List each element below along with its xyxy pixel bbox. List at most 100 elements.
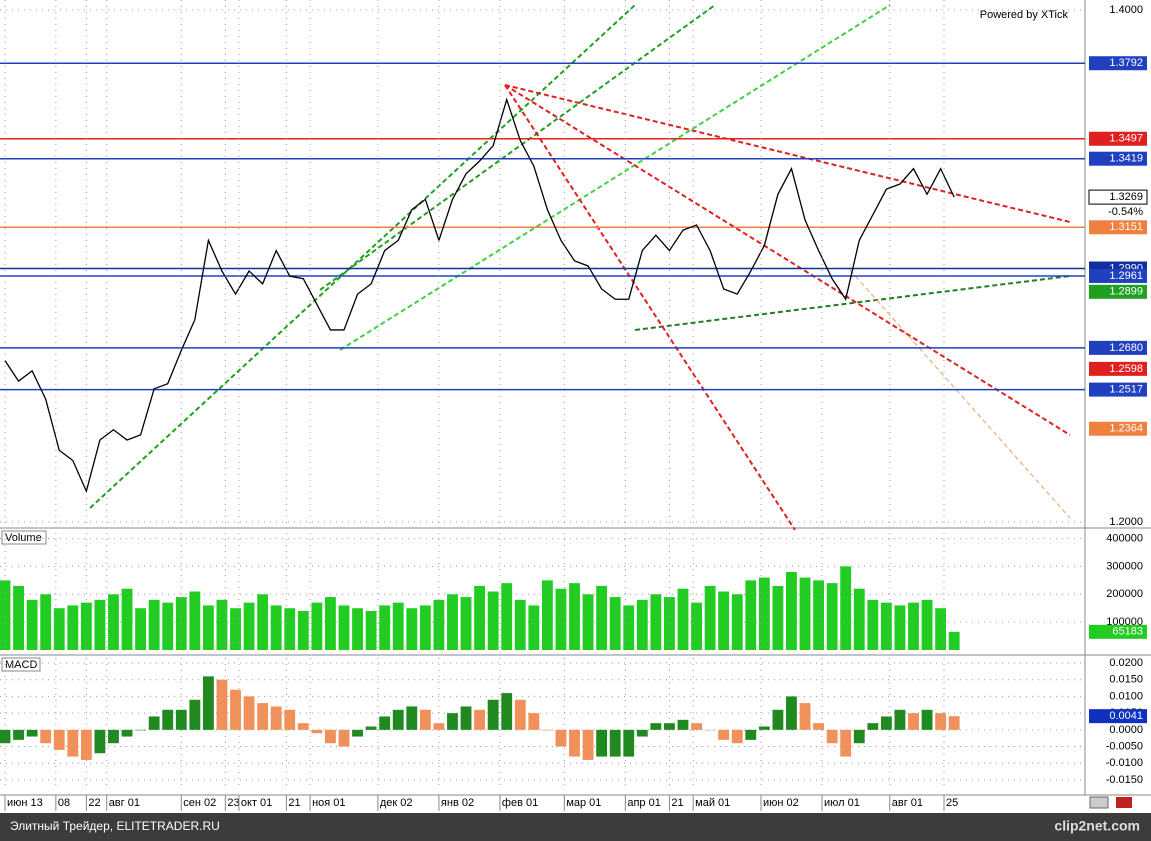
change-label: -0.54% — [1108, 206, 1143, 218]
bar — [772, 709, 784, 730]
panel-tag — [1, 530, 47, 545]
bar — [569, 729, 580, 757]
bar — [121, 729, 133, 737]
x-tick-label: 22 — [88, 797, 100, 809]
bar — [582, 594, 594, 650]
bar — [433, 599, 445, 650]
bar — [447, 594, 458, 650]
bar — [758, 726, 770, 730]
icon-button[interactable] — [1116, 797, 1132, 808]
bar — [284, 709, 296, 730]
bar — [555, 588, 567, 650]
bar — [0, 580, 11, 650]
bar — [202, 676, 214, 730]
bar — [13, 585, 24, 650]
level-label: 1.3497 — [1109, 133, 1143, 145]
y-tick-label: 1.2000 — [1109, 516, 1143, 528]
level-box — [1089, 284, 1147, 299]
level-label: 1.2680 — [1109, 342, 1143, 354]
bar — [67, 605, 79, 650]
level-label: 1.3151 — [1109, 221, 1143, 233]
bar — [501, 583, 513, 650]
bar — [799, 703, 811, 730]
bar — [406, 706, 418, 730]
bar — [257, 703, 269, 730]
bar — [392, 709, 404, 730]
bar — [162, 709, 174, 730]
bar — [148, 599, 160, 650]
trend-line — [849, 269, 1071, 519]
bar — [786, 696, 797, 730]
x-tick-label: июн 02 — [763, 797, 799, 809]
bar — [691, 602, 702, 650]
bar — [501, 693, 513, 730]
bar — [53, 729, 65, 750]
bar — [623, 605, 635, 650]
bar — [67, 729, 79, 757]
trend-line — [504, 84, 1071, 436]
bar — [731, 594, 743, 650]
bar — [392, 602, 404, 650]
bar — [284, 608, 296, 650]
x-tick-label: мар 01 — [566, 797, 601, 809]
level-box — [1089, 340, 1147, 355]
bar — [745, 729, 757, 740]
y-tick-label: 0.0100 — [1109, 690, 1143, 702]
bar — [108, 729, 119, 744]
bar — [26, 729, 38, 737]
bar — [419, 605, 431, 650]
bar — [528, 605, 540, 650]
bar — [514, 599, 526, 650]
bar — [243, 696, 255, 730]
bar — [352, 729, 363, 737]
last-box — [1088, 189, 1148, 205]
bar — [609, 597, 621, 650]
bar — [40, 594, 52, 650]
bar — [569, 583, 580, 650]
bar — [94, 599, 106, 650]
icon-button[interactable] — [1089, 796, 1109, 809]
bar — [935, 713, 947, 730]
bar — [826, 583, 838, 650]
level-label: 1.2899 — [1109, 286, 1143, 298]
status-bar — [0, 813, 1151, 841]
bar — [230, 689, 241, 730]
bar — [230, 608, 241, 650]
bar — [311, 729, 323, 734]
x-tick-label: май 01 — [695, 797, 730, 809]
bar — [650, 723, 662, 730]
x-tick-label: июл 01 — [824, 797, 860, 809]
level-box — [1089, 421, 1147, 436]
bar — [758, 577, 770, 650]
bar — [257, 594, 269, 650]
bar — [325, 729, 336, 744]
bar — [460, 706, 472, 730]
bar — [596, 729, 608, 757]
bar — [0, 729, 11, 744]
bar — [80, 729, 92, 760]
bar — [338, 729, 350, 747]
trend-line — [319, 4, 716, 291]
bar — [935, 608, 947, 650]
bar — [189, 699, 201, 730]
x-tick-label: янв 02 — [441, 797, 474, 809]
bar — [216, 599, 228, 650]
bar — [880, 602, 892, 650]
y-tick-label: 0.0000 — [1109, 724, 1143, 736]
bar — [26, 599, 38, 650]
bar — [135, 729, 147, 731]
x-tick-label: 08 — [58, 797, 70, 809]
level-label: 1.2517 — [1109, 383, 1143, 395]
bar — [908, 602, 919, 650]
y-tick-label: 300000 — [1106, 560, 1143, 572]
bar — [528, 713, 540, 730]
x-tick-label: июн 13 — [7, 797, 43, 809]
x-tick-label: 21 — [671, 797, 683, 809]
bar — [623, 729, 635, 757]
bar — [40, 729, 52, 744]
bar — [487, 699, 499, 730]
last-label: 1.3269 — [1109, 191, 1143, 203]
level-label: 1.2364 — [1109, 423, 1143, 435]
footer-left: Элитный Трейдер, ELITETRADER.RU — [10, 819, 220, 833]
